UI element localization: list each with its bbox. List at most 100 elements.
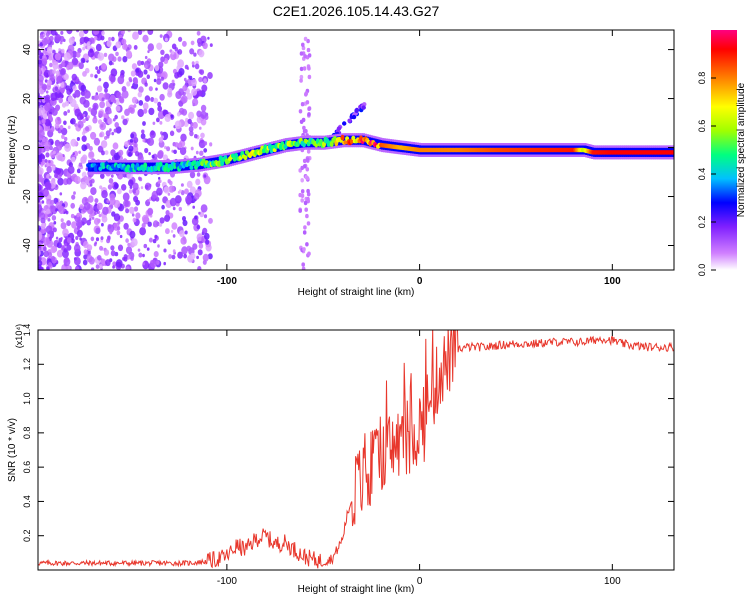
- spectrogram-noise-cell: [39, 34, 44, 40]
- spectrogram-noise-cell: [207, 72, 213, 79]
- spectrogram-noise-cell: [189, 48, 195, 55]
- spectrogram-noise-cell: [47, 218, 51, 222]
- spectrogram-ridge: [86, 133, 674, 175]
- spectrogram-noise-cell: [121, 38, 127, 45]
- snr-y-tick-label: 0.4: [22, 495, 32, 508]
- spectrogram-noise-cell: [135, 189, 139, 194]
- spectrogram-noise-cell: [55, 106, 60, 112]
- spectrogram-noise-cell: [172, 206, 176, 211]
- spectrogram-noise-cell: [91, 216, 95, 220]
- spectrogram-ridge-core: [243, 155, 248, 161]
- spectrogram-noise-cell: [97, 52, 105, 61]
- spectrogram-noise-cell: [46, 233, 50, 238]
- spectrogram-noise-cell: [196, 224, 201, 230]
- spectrogram-noise-cell: [76, 229, 83, 238]
- spectrogram-noise-cell: [95, 43, 102, 52]
- spectrogram-ridge-core: [670, 150, 674, 155]
- spectrogram-noise-cell: [133, 104, 137, 108]
- spectrogram-noise-cell: [69, 88, 73, 93]
- spectrogram-noise-cell: [117, 56, 122, 62]
- spectrogram-noise-cell: [73, 191, 76, 195]
- spectrogram-noise-cell: [127, 242, 131, 247]
- spectrogram-noise-cell: [141, 222, 146, 229]
- spectrogram-noise-cell: [72, 85, 77, 92]
- spectrogram-noise-cell: [142, 121, 146, 126]
- spectrogram-noise-cell: [179, 147, 187, 156]
- spectrogram-noise-cell: [301, 42, 305, 47]
- spectrogram-noise-cell: [60, 218, 64, 223]
- spectrogram-noise-cell: [164, 114, 171, 122]
- spectrogram-noise-cell: [140, 60, 145, 66]
- spectrogram-noise-cell: [200, 104, 207, 112]
- spectrogram-noise-cell: [90, 267, 95, 270]
- spectrogram-noise-cell: [38, 157, 43, 163]
- colorbar-tick-label: 0.2: [697, 216, 707, 229]
- spectrogram-noise-cell: [144, 184, 149, 190]
- spectrogram-noise-cell: [48, 160, 51, 164]
- spectrogram-noise-cell: [160, 49, 165, 55]
- spectrogram-noise-cell: [108, 60, 113, 66]
- spectrogram-noise-cell: [109, 110, 112, 114]
- spectrogram-noise-cell: [171, 254, 176, 260]
- spectrogram-noise-cell: [73, 150, 79, 157]
- spectrogram-noise-cell: [128, 189, 133, 194]
- spectrogram-noise-cell: [159, 217, 165, 224]
- spectrogram-noise-cell: [199, 150, 204, 156]
- snr-y-tick-label: 1.4: [22, 324, 32, 337]
- spectrogram-noise-cell: [188, 111, 195, 120]
- spectrogram-noise-cell: [109, 197, 116, 206]
- spectrogram-noise-cell: [142, 138, 146, 143]
- spectrogram-noise-cell: [98, 119, 103, 125]
- spectrogram-noise-cell: [185, 80, 188, 84]
- spectrogram-noise-cell: [133, 195, 139, 203]
- spectrogram-noise-cell: [129, 230, 136, 239]
- spectrogram-noise-cell: [193, 192, 200, 200]
- spectrogram-noise-cell: [61, 53, 65, 58]
- spectrogram-noise-cell: [299, 74, 304, 80]
- spectrogram-noise-cell: [111, 36, 115, 42]
- spectrogram-noise-cell: [112, 118, 116, 122]
- spectrogram-noise-cell: [160, 76, 164, 81]
- spectrogram-noise-cell: [180, 237, 187, 245]
- spectrogram-noise-cell: [71, 73, 78, 81]
- spectrogram-noise-cell: [79, 237, 82, 241]
- spectrogram-noise-cell: [141, 30, 145, 33]
- spectrogram-noise-cell: [76, 212, 80, 218]
- spectrogram-noise-cell: [207, 36, 210, 40]
- spectrogram-noise-cell: [135, 68, 140, 73]
- spectrogram-noise-cell: [82, 71, 87, 77]
- spectrogram-noise-cell: [142, 34, 149, 43]
- spectrogram-noise-cell: [156, 117, 160, 123]
- spectrogram-noise-cell: [108, 99, 111, 103]
- spectrogram-noise-cell: [78, 162, 83, 167]
- spectrogram-noise-cell: [130, 70, 136, 77]
- spectrogram-noise-cell: [302, 230, 307, 235]
- spectrogram-ridge-core: [189, 165, 194, 170]
- spectrogram-noise-cell: [195, 178, 201, 186]
- spectrogram-noise-cell: [159, 121, 163, 125]
- spectrogram-noise-cell: [38, 124, 42, 131]
- spectrogram-noise-cell: [300, 178, 305, 183]
- spectrogram-noise-cell: [143, 243, 148, 249]
- spectrogram-noise-cell: [305, 213, 309, 219]
- spectrogram-noise-cell: [157, 244, 160, 248]
- spectrogram-noise-cell: [56, 75, 63, 84]
- spectrogram-y-tick-label: 0: [22, 144, 33, 150]
- spectrogram-noise-cell: [84, 90, 91, 99]
- snr-y-tick-label: 0.2: [22, 529, 32, 542]
- spectrogram-noise-cell: [306, 38, 310, 44]
- spectrogram-noise-cell: [68, 37, 75, 45]
- spectrogram-noise-cell: [47, 252, 53, 258]
- spectrogram-noise-cell: [101, 97, 105, 102]
- spectrogram-noise-cell: [38, 225, 41, 232]
- spectrogram-noise-cell: [65, 210, 69, 215]
- spectrogram-noise-cell: [129, 138, 134, 143]
- spectrogram-noise-cell: [298, 192, 303, 198]
- spectrogram-noise-cell: [203, 214, 208, 219]
- snr-y-ticks: 0.2 0.4 0.6 0.8 1.0 1.2 1.4: [22, 324, 674, 542]
- spectrogram-noise-cell: [103, 117, 107, 123]
- spectrogram-noise-cell: [186, 245, 192, 252]
- spectrogram-noise-cell: [119, 174, 123, 179]
- spectrogram-noise-cell: [107, 224, 115, 233]
- spectrogram-noise-cell: [142, 253, 145, 258]
